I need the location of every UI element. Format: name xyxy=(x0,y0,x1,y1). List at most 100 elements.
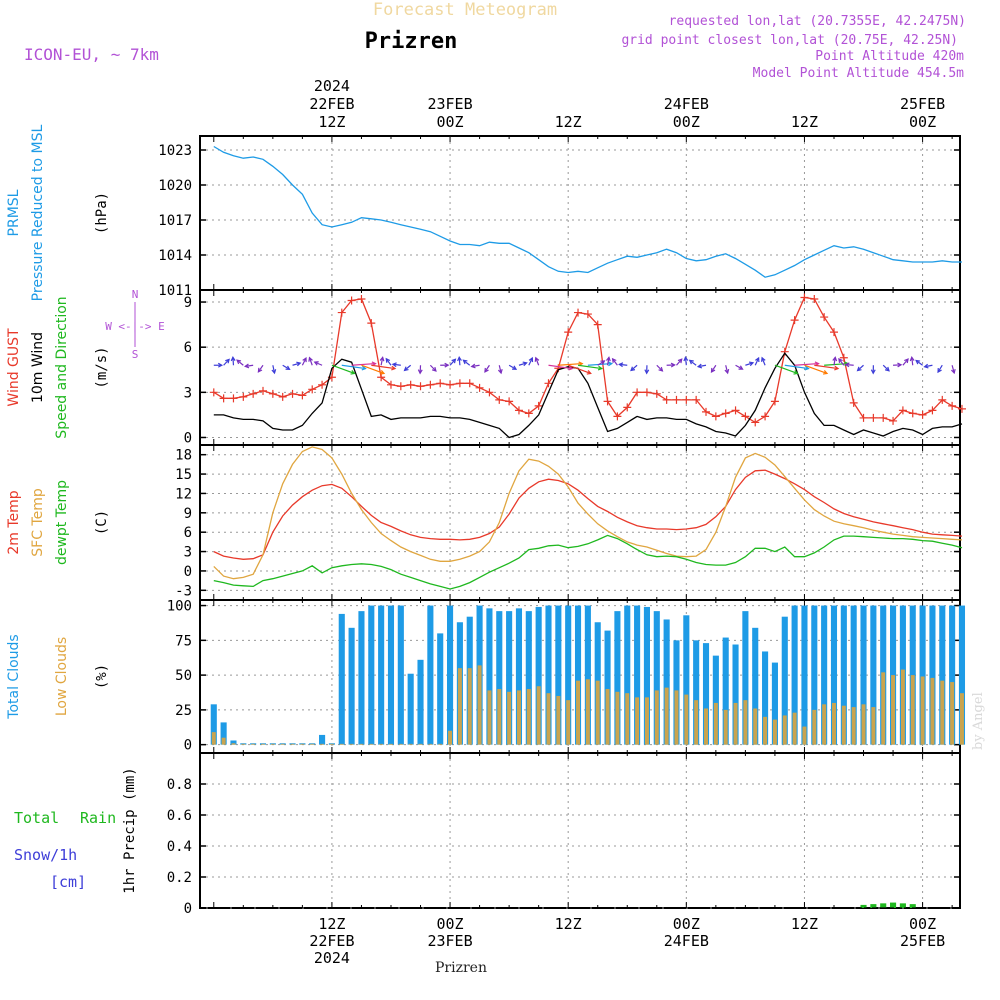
y-tick-label: 9 xyxy=(184,506,192,522)
wind-arrow xyxy=(824,362,849,366)
y-axis-label: 1hr Precip (mm) xyxy=(122,767,138,893)
y-tick-label: 15 xyxy=(175,467,192,483)
gust-marker xyxy=(337,308,346,317)
gust-marker xyxy=(623,403,632,412)
bar xyxy=(585,679,590,745)
wind-arrowhead xyxy=(761,356,766,362)
wind-arrow xyxy=(236,359,244,366)
gust-marker xyxy=(495,395,504,404)
bar xyxy=(635,697,640,745)
panel-label: [cm] xyxy=(50,873,86,891)
wind-arrowhead xyxy=(923,363,929,369)
bar xyxy=(398,743,403,745)
bar xyxy=(772,719,777,745)
wind-arrow xyxy=(710,364,717,373)
gust-marker xyxy=(308,385,317,394)
y-tick-label: 1020 xyxy=(158,178,192,194)
wind-arrowhead xyxy=(257,367,263,373)
bar xyxy=(437,633,444,745)
bar xyxy=(368,605,375,745)
gust-marker xyxy=(849,398,858,407)
bar xyxy=(614,611,621,745)
wind-arrow xyxy=(915,360,923,366)
bar xyxy=(566,700,571,745)
gust-marker xyxy=(298,391,307,400)
wind-arrow xyxy=(597,360,605,366)
wind-arrowhead xyxy=(670,362,676,368)
bar xyxy=(358,611,365,745)
gust-marker xyxy=(839,353,848,362)
gust-marker xyxy=(564,328,573,337)
panel-label: Pressure Reduced to MSL xyxy=(30,124,46,301)
info-line-1: requested lon,lat (20.7355E, 42.2475N) xyxy=(669,14,966,29)
bar xyxy=(438,743,443,745)
y-tick-label: 3 xyxy=(184,545,192,561)
bar xyxy=(653,611,660,745)
wind-arrow xyxy=(471,364,480,368)
bar xyxy=(428,743,433,745)
wind-arrow xyxy=(838,358,845,366)
panel-label: Wind GUST xyxy=(6,328,22,407)
time-label-top: 12Z xyxy=(555,113,582,131)
panel-label: Low Clouds xyxy=(54,637,70,716)
gust-marker xyxy=(318,380,327,389)
time-label-top: 23FEB xyxy=(427,95,472,113)
gust-marker xyxy=(948,401,957,410)
wind-arrowhead xyxy=(884,366,890,372)
gust-marker xyxy=(347,296,356,305)
wind-arrow xyxy=(684,357,687,366)
bar xyxy=(576,680,581,745)
wind-arrowhead xyxy=(856,366,862,372)
gust-marker xyxy=(367,319,376,328)
wind-arrow xyxy=(804,364,828,375)
wind-arrowhead xyxy=(385,357,391,363)
bar xyxy=(348,627,355,745)
gust-marker xyxy=(386,380,395,389)
bar xyxy=(781,616,788,745)
time-label-bottom: 22FEB xyxy=(309,932,354,950)
gust-marker xyxy=(514,406,523,415)
wind-arrowhead xyxy=(217,362,224,368)
bar xyxy=(870,904,877,908)
bar xyxy=(624,605,631,745)
wind-arrowhead xyxy=(313,361,319,366)
gust-marker xyxy=(268,389,277,398)
bar xyxy=(535,606,542,745)
y-tick-label: 6 xyxy=(184,525,192,541)
panel-frame xyxy=(199,135,961,291)
wind-arrowhead xyxy=(897,362,903,368)
bar xyxy=(654,690,659,745)
bar xyxy=(870,605,877,745)
wind-arrowhead xyxy=(236,359,242,365)
bar xyxy=(702,643,710,745)
gust-marker xyxy=(613,412,622,421)
bar xyxy=(634,605,641,745)
gust-marker xyxy=(209,388,218,397)
gust-marker xyxy=(889,416,898,425)
wind-arrowhead xyxy=(838,357,843,363)
bar xyxy=(812,709,817,745)
bar xyxy=(417,659,424,745)
info-line-4: Model Point Altitude 454.5m xyxy=(753,66,964,81)
wind-arrowhead xyxy=(748,361,755,367)
bar xyxy=(880,903,887,908)
bar xyxy=(871,707,876,745)
wind-arrowhead xyxy=(822,370,829,375)
gust-marker xyxy=(524,409,533,418)
panel-frame xyxy=(199,752,961,909)
wind-arrowhead xyxy=(630,366,636,372)
bar xyxy=(389,743,393,745)
bar xyxy=(802,726,807,745)
gust-marker xyxy=(377,373,386,382)
bar xyxy=(950,682,955,745)
bar xyxy=(959,693,964,745)
bar xyxy=(860,605,867,745)
wind-arrowhead xyxy=(607,361,614,367)
y-axis-label: (C) xyxy=(94,510,110,535)
marks-layer xyxy=(200,145,966,909)
wind-arrowhead xyxy=(755,356,760,363)
bar xyxy=(545,605,552,745)
wind-arrowhead xyxy=(379,356,385,362)
gust-marker xyxy=(485,388,494,397)
wind-arrowhead xyxy=(611,357,617,363)
